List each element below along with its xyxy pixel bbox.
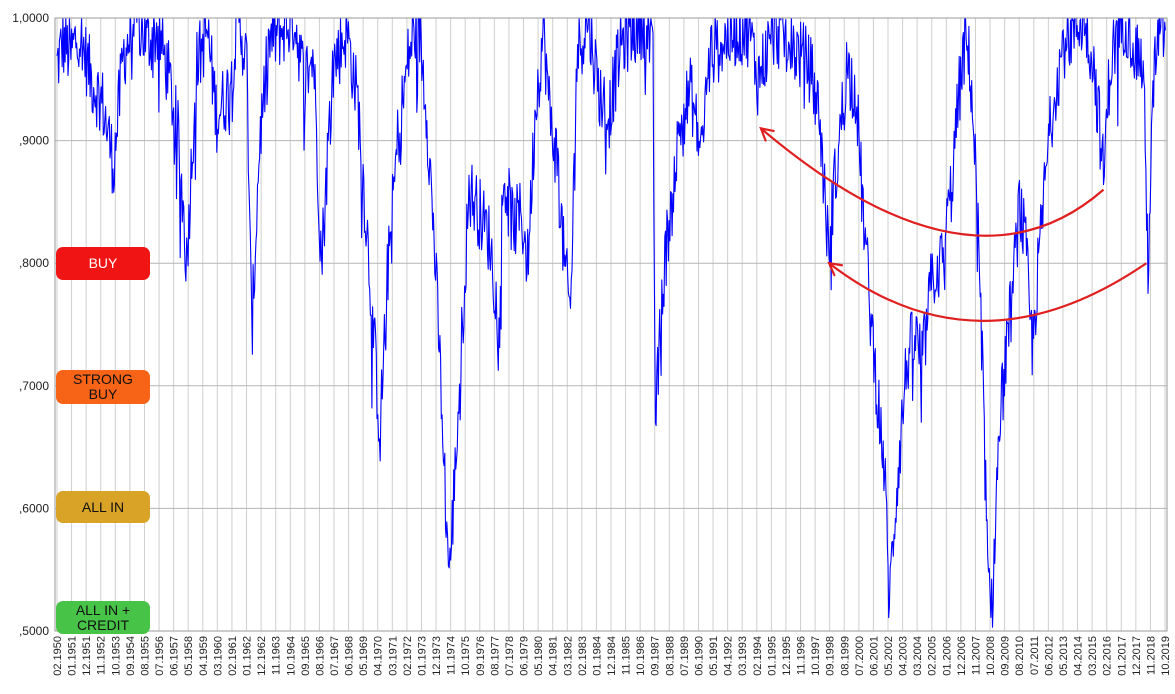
x-tick-label: 07.2011: [1029, 636, 1041, 675]
x-tick-label: 05.2002: [883, 636, 895, 676]
y-tick-label: 1,0000: [12, 11, 49, 25]
x-tick-label: 01.2006: [941, 636, 953, 676]
x-tick-label: 04.2003: [898, 636, 910, 676]
x-tick-label: 05.2013: [1058, 636, 1070, 676]
x-tick-label: 06.2001: [868, 636, 880, 676]
series-layer: [56, 18, 1166, 628]
y-tick-label: ,5000: [19, 624, 49, 638]
x-tick-label: 07.1956: [154, 636, 166, 676]
x-tick-label: 04.1981: [548, 636, 560, 676]
x-tick-label: 08.2010: [1014, 636, 1026, 676]
x-tick-label: 09.1987: [650, 636, 662, 676]
x-tick-label: 02.1972: [402, 636, 414, 676]
annotation-arrowhead: [827, 261, 844, 277]
x-tick-label: 02.1961: [227, 636, 239, 676]
x-tick-label: 06.2012: [1043, 636, 1055, 676]
plot-frame: [54, 17, 1168, 632]
x-tick-label: 06.1990: [693, 636, 705, 676]
y-tick-label: ,7000: [19, 379, 49, 393]
vertical-gridlines: [56, 18, 1166, 631]
annotation-arrowhead: [759, 126, 775, 142]
x-tick-label: 04.2014: [1073, 636, 1085, 676]
x-tick-label: 11.1952: [96, 636, 108, 675]
x-tick-label: 10.1953: [110, 636, 122, 676]
x-tick-label: 09.1998: [825, 636, 837, 676]
x-tick-label: 01.1984: [591, 636, 603, 676]
x-tick-label: 01.1973: [416, 636, 428, 676]
x-tick-label: 04.1970: [373, 636, 385, 676]
x-tick-label: 11.2018: [1145, 636, 1157, 675]
annotation-arrow: [828, 262, 1148, 322]
zone-label-buy: BUY: [56, 247, 150, 280]
x-tick-label: 11.1963: [271, 636, 283, 675]
x-tick-label: 09.1965: [300, 636, 312, 676]
x-tick-label: 05.1969: [358, 636, 370, 676]
x-tick-label: 10.1986: [635, 636, 647, 676]
x-tick-label: 11.1985: [621, 636, 633, 675]
x-tick-label: 02.2016: [1102, 636, 1114, 676]
x-tick-label: 12.1951: [81, 636, 93, 676]
x-tick-label: 10.1964: [285, 636, 297, 676]
x-tick-label: 12.2017: [1131, 636, 1143, 676]
x-tick-label: 12.1995: [781, 636, 793, 676]
x-tick-label: 12.1984: [606, 636, 618, 676]
y-axis: ,5000 ,6000 ,7000 ,8000 ,9000 1,0000: [12, 11, 49, 638]
x-tick-label: 03.1982: [562, 636, 574, 676]
x-tick-label: 07.1989: [679, 636, 691, 676]
x-tick-label: 10.1975: [460, 636, 472, 676]
x-tick-label: 02.1983: [577, 636, 589, 676]
y-tick-label: ,9000: [19, 134, 49, 148]
x-tick-label: 10.2019: [1160, 636, 1172, 676]
x-tick-label: 02.2005: [927, 636, 939, 676]
x-tick-label: 04.1992: [723, 636, 735, 676]
x-tick-label: 01.1962: [242, 636, 254, 676]
x-tick-label: 09.1954: [125, 636, 137, 676]
x-tick-label: 09.1976: [475, 636, 487, 676]
y-tick-label: ,6000: [19, 501, 49, 515]
zone-label-all-in: ALL IN: [56, 491, 150, 523]
annotation-arrow: [760, 127, 1105, 237]
x-tick-label: 02.1994: [752, 636, 764, 676]
x-tick-label: 08.1977: [489, 636, 501, 676]
x-axis: 02.1950 01.1951 12.1951 11.1952 10.1953 09.19…: [52, 636, 1172, 676]
x-tick-label: 01.1951: [67, 636, 79, 676]
x-tick-label: 03.2015: [1087, 636, 1099, 676]
x-tick-label: 05.1991: [708, 636, 720, 676]
x-tick-label: 07.1967: [329, 636, 341, 676]
x-tick-label: 07.2000: [854, 636, 866, 676]
y-tick-label: ,8000: [19, 256, 49, 270]
x-tick-label: 02.1950: [52, 636, 64, 676]
x-tick-label: 03.2004: [912, 636, 924, 676]
x-tick-label: 01.2017: [1116, 636, 1128, 676]
x-tick-label: 03.1960: [212, 636, 224, 676]
x-tick-label: 08.1988: [664, 636, 676, 676]
x-tick-label: 10.2008: [985, 636, 997, 676]
x-tick-label: 09.2009: [1000, 636, 1012, 676]
x-tick-label: 06.1979: [519, 636, 531, 676]
x-tick-label: 03.1993: [737, 636, 749, 676]
x-tick-label: 08.1955: [139, 636, 151, 676]
x-tick-label: 12.2006: [956, 636, 968, 676]
x-tick-label: 03.1971: [387, 636, 399, 676]
x-tick-label: 06.1957: [169, 636, 181, 676]
x-tick-label: 05.1980: [533, 636, 545, 676]
x-tick-label: 08.1966: [314, 636, 326, 676]
series-line: [56, 18, 1166, 628]
x-tick-label: 06.1968: [344, 636, 356, 676]
x-tick-label: 07.1978: [504, 636, 516, 676]
x-tick-label: 01.1995: [766, 636, 778, 676]
x-tick-label: 11.1996: [796, 636, 808, 675]
x-tick-label: 04.1959: [198, 636, 210, 676]
x-tick-label: 05.1958: [183, 636, 195, 676]
x-tick-label: 11.1974: [446, 636, 458, 675]
zone-label-all-in-credit: ALL IN + CREDIT: [56, 601, 150, 634]
x-tick-label: 12.1962: [256, 636, 268, 676]
x-tick-label: 10.1997: [810, 636, 822, 676]
annotation-layer: [759, 126, 1148, 322]
x-tick-label: 12.1973: [431, 636, 443, 676]
zone-label-strong-buy: STRONG BUY: [56, 370, 150, 404]
x-tick-label: 11.2007: [970, 636, 982, 675]
x-tick-label: 08.1999: [839, 636, 851, 676]
